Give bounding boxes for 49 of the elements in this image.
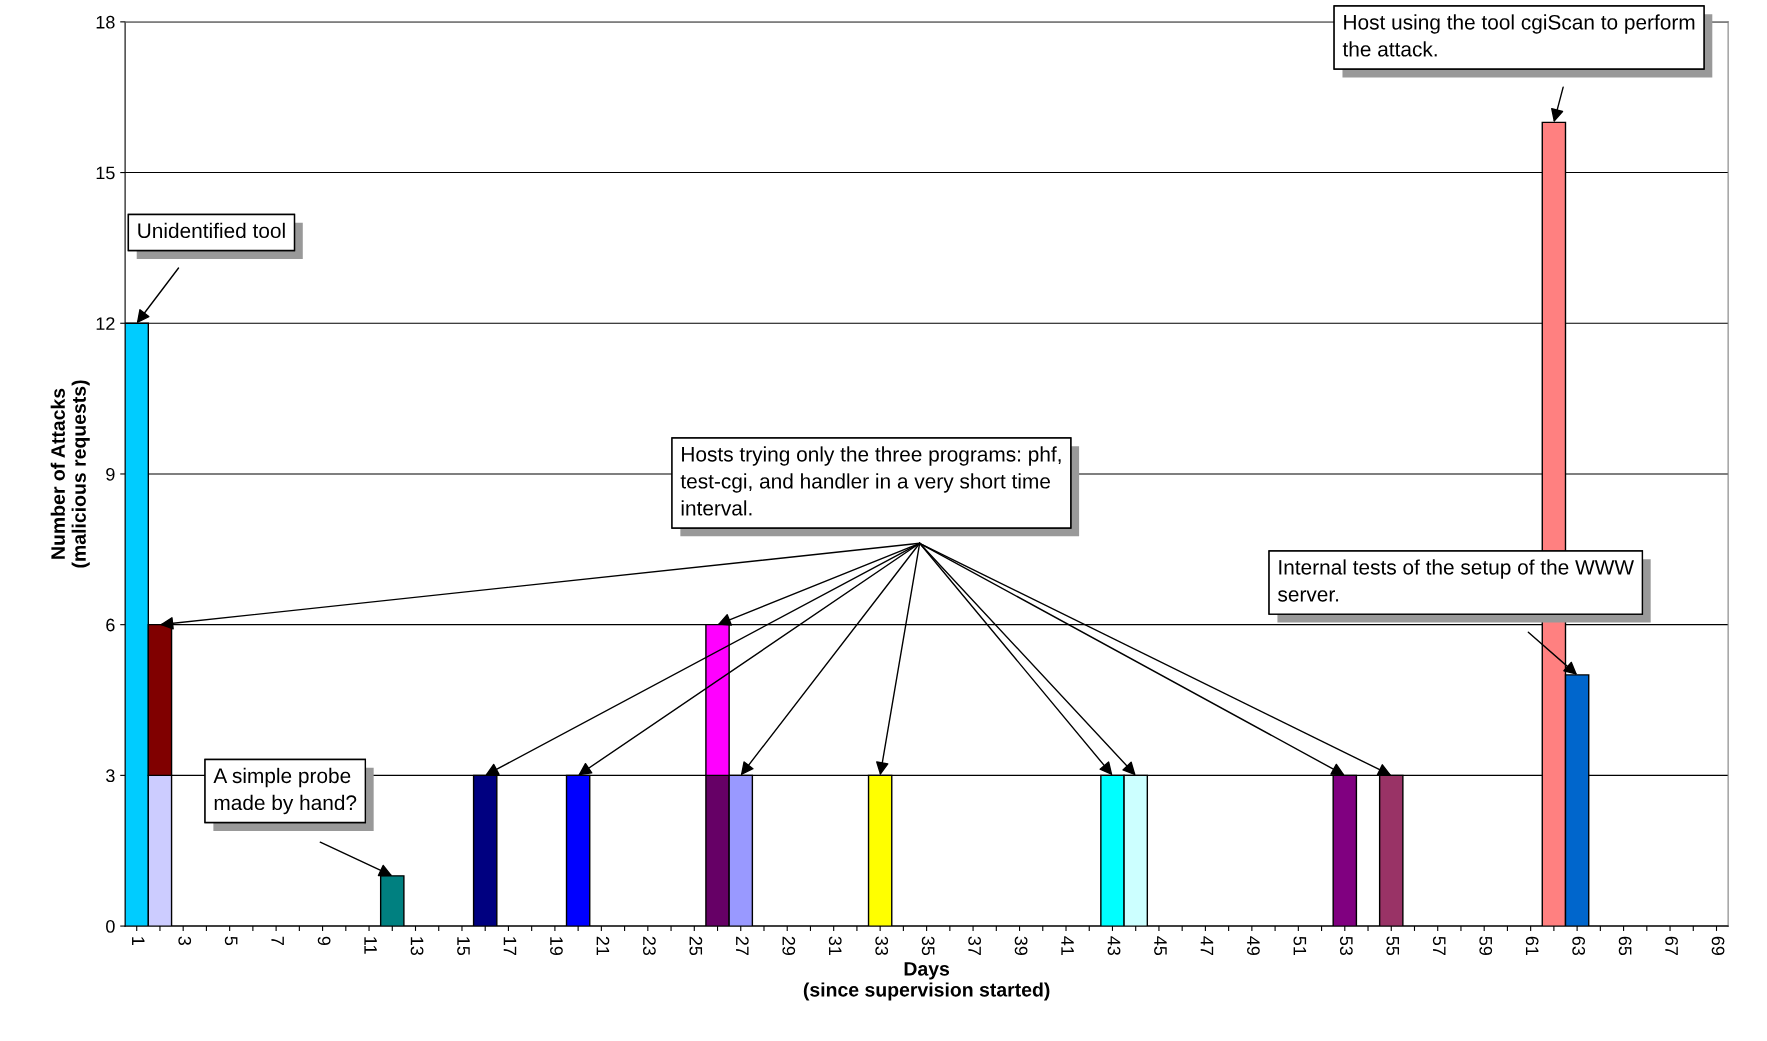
- annotation: Unidentified tool: [138, 222, 285, 239]
- x-tick-label: 61: [1525, 936, 1539, 955]
- x-tick-label: 51: [1293, 936, 1307, 955]
- y-tick-label: 12: [96, 317, 115, 330]
- x-tick-label: 67: [1665, 936, 1678, 955]
- x-tick-label: 41: [1061, 936, 1074, 955]
- x-tick-label: 63: [1572, 936, 1586, 956]
- x-tick-label: 69: [1711, 936, 1725, 956]
- x-tick-label: 1: [132, 937, 145, 945]
- y-tick-label: 0: [106, 920, 115, 933]
- x-tick-label: 49: [1247, 936, 1260, 956]
- x-tick-label: 47: [1200, 936, 1214, 955]
- x-tick-label: 39: [1014, 936, 1028, 956]
- annotation: Host using the tool cgiScan to perform the attack.: [1342, 14, 1695, 57]
- x-tick-label: 43: [1107, 936, 1121, 956]
- x-tick-label: 7: [271, 936, 284, 945]
- x-tick-label: 45: [1154, 936, 1167, 956]
- x-tick-label: 31: [828, 936, 842, 955]
- y-tick-label: 3: [106, 769, 115, 783]
- annotation: A simple probe made by hand?: [213, 767, 357, 815]
- x-tick-label: 53: [1339, 936, 1353, 956]
- x-tick-label: 9: [317, 936, 331, 945]
- x-tick-label: 57: [1432, 936, 1446, 955]
- x-tick-label: 13: [410, 937, 424, 956]
- x-tick-label: 15: [457, 937, 470, 956]
- x-tick-label: 21: [596, 936, 610, 955]
- x-tick-label: 5: [224, 936, 238, 946]
- y-tick-label: 9: [106, 467, 115, 481]
- annotation: Internal tests of the setup of the WWW server.: [1278, 559, 1634, 602]
- x-tick-label: 17: [503, 937, 517, 955]
- x-tick-label: 11: [364, 937, 377, 954]
- x-tick-label: 33: [875, 936, 889, 956]
- y-tick-label: 18: [96, 15, 115, 29]
- annotation: Hosts trying only the three programs: phf, test-cgi, and handler in a very short time interval.: [680, 446, 1061, 516]
- x-tick-label: 65: [1618, 936, 1632, 956]
- y-tick-label: 6: [106, 618, 115, 632]
- x-tick-label: 19: [550, 937, 563, 956]
- x-tick-label: 59: [1479, 936, 1493, 956]
- y-axis-title: Number of Attacks (malicious requests): [50, 380, 90, 568]
- x-tick-label: 55: [1386, 936, 1400, 956]
- x-tick-label: 29: [782, 936, 796, 956]
- x-axis-title: Days (since supervision started): [803, 962, 1050, 1001]
- x-tick-label: 3: [178, 936, 192, 946]
- y-tick-label: 15: [96, 166, 115, 180]
- x-tick-label: 35: [921, 936, 935, 956]
- x-tick-label: 27: [736, 936, 749, 955]
- x-tick-label: 23: [642, 936, 656, 956]
- x-tick-label: 25: [689, 936, 703, 956]
- x-tick-label: 37: [968, 936, 982, 955]
